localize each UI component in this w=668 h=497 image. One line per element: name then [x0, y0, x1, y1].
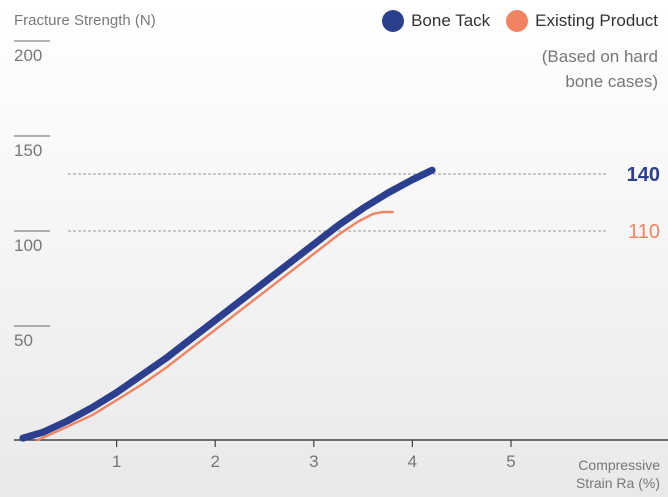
legend-swatch-bone-tack — [382, 10, 405, 32]
x-axis-title-line-1: Compressive — [578, 457, 660, 473]
legend: Bone Tack Existing Product — [366, 10, 658, 32]
series-line-bone-tack — [19, 166, 436, 442]
x-axis-title-line-2: Strain Ra (%) — [575, 475, 660, 491]
reference-label-140: 140 — [627, 164, 660, 186]
legend-item-existing-product: Existing Product — [506, 10, 658, 32]
legend-swatch-existing-product — [506, 10, 529, 32]
x-tick-label-3: 3 — [309, 452, 318, 471]
y-tick-label-150: 150 — [14, 141, 42, 160]
x-tick-label-1: 1 — [112, 452, 121, 471]
legend-item-bone-tack: Bone Tack — [382, 10, 490, 32]
y-tick-label-100: 100 — [14, 236, 42, 255]
y-tick-label-50: 50 — [14, 331, 33, 350]
x-tick-label-2: 2 — [210, 452, 219, 471]
x-axis-title: Compressive Strain Ra (%) — [576, 456, 660, 492]
note-line-1: (Based on hard — [541, 47, 658, 66]
y-axis-title: Fracture Strength (N) — [14, 12, 156, 29]
legend-label-existing-product: Existing Product — [535, 11, 658, 30]
y-tick-label-200: 200 — [14, 46, 42, 65]
x-tick-label-5: 5 — [506, 452, 515, 471]
note-line-2: bone cases) — [565, 72, 658, 91]
x-tick-label-4: 4 — [408, 452, 417, 471]
chart-note: (Based on hard bone cases) — [542, 44, 658, 94]
reference-label-110: 110 — [628, 221, 660, 243]
legend-label-bone-tack: Bone Tack — [411, 11, 491, 30]
series-line-existing-product — [36, 210, 394, 442]
